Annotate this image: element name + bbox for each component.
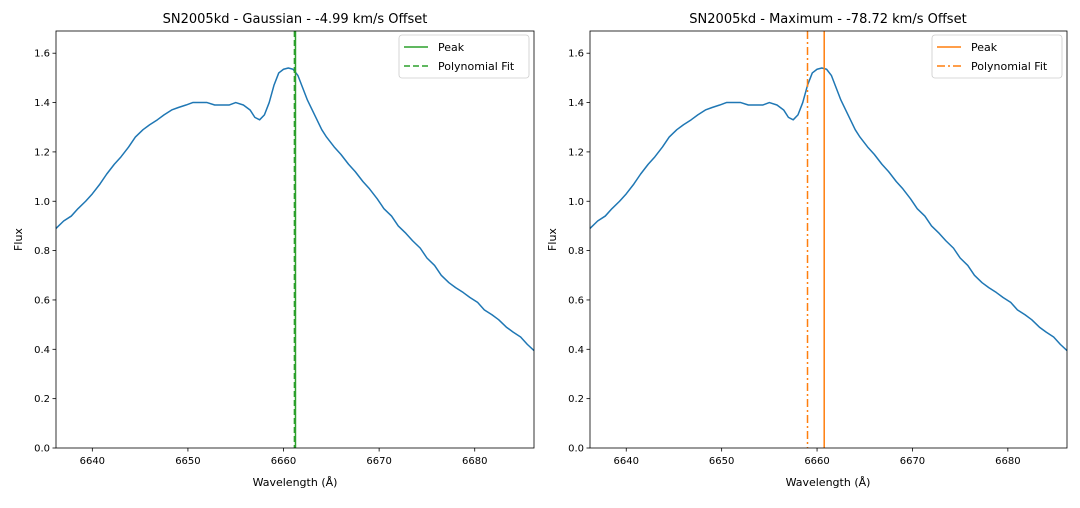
legend-label-peak: Peak	[971, 41, 998, 54]
y-tick-label: 0.4	[568, 345, 584, 356]
x-axis-label: Wavelength (Å)	[253, 476, 338, 489]
y-axis-label: Flux	[12, 228, 25, 251]
y-tick-label: 0.0	[568, 444, 584, 455]
x-tick-label: 6660	[271, 456, 296, 467]
y-tick-label: 1.0	[34, 197, 50, 208]
y-tick-label: 0.4	[34, 345, 50, 356]
legend-label-polynomial-fit: Polynomial Fit	[971, 60, 1048, 73]
legend: Peak Polynomial Fit	[398, 34, 530, 79]
y-tick-label: 1.4	[34, 98, 50, 109]
chart-title: SN2005kd - Gaussian - -4.99 km/s Offset	[163, 12, 428, 27]
y-tick-label: 0.8	[34, 246, 50, 257]
x-tick-label: 6670	[366, 456, 391, 467]
legend-label-polynomial-fit: Polynomial Fit	[438, 60, 515, 73]
x-tick-label: 6650	[175, 456, 200, 467]
y-tick-label: 0.6	[568, 295, 584, 306]
y-tick-label: 0.8	[568, 246, 584, 257]
chart-panel-gaussian: SN2005kd - Gaussian - -4.99 km/s Offset …	[12, 12, 535, 489]
y-tick-label: 0.2	[568, 394, 584, 405]
x-tick-label: 6650	[709, 456, 734, 467]
series-line-flux	[589, 67, 1068, 352]
chart-title: SN2005kd - Maximum - -78.72 km/s Offset	[689, 12, 966, 27]
legend-frame	[398, 34, 530, 79]
legend-frame	[931, 34, 1063, 79]
x-tick-label: 6640	[614, 456, 639, 467]
y-tick-label: 1.2	[568, 147, 584, 158]
x-tick-label: 6660	[804, 456, 829, 467]
y-tick-label: 0.2	[34, 394, 50, 405]
y-tick-label: 0.6	[34, 295, 50, 306]
legend-label-peak: Peak	[438, 41, 465, 54]
x-axis-label: Wavelength (Å)	[786, 476, 871, 489]
x-tick-label: 6670	[900, 456, 925, 467]
y-axis-label: Flux	[546, 228, 559, 251]
y-tick-label: 1.6	[568, 49, 584, 60]
x-tick-label: 6680	[462, 456, 487, 467]
series-line-flux	[55, 67, 535, 352]
x-tick-label: 6680	[995, 456, 1020, 467]
y-tick-label: 1.2	[34, 147, 50, 158]
y-tick-label: 1.6	[34, 49, 50, 60]
chart-panel-maximum: SN2005kd - Maximum - -78.72 km/s Offset …	[546, 12, 1068, 489]
plot-frame	[55, 30, 535, 449]
plot-frame	[589, 30, 1068, 449]
x-tick-label: 6640	[80, 456, 105, 467]
legend: Peak Polynomial Fit	[931, 34, 1063, 79]
y-tick-label: 1.4	[568, 98, 584, 109]
y-tick-label: 0.0	[34, 444, 50, 455]
y-tick-label: 1.0	[568, 197, 584, 208]
